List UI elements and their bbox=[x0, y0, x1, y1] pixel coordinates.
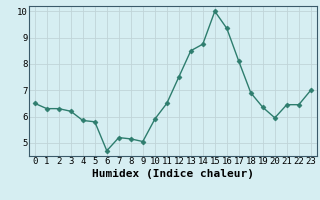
X-axis label: Humidex (Indice chaleur): Humidex (Indice chaleur) bbox=[92, 169, 254, 179]
